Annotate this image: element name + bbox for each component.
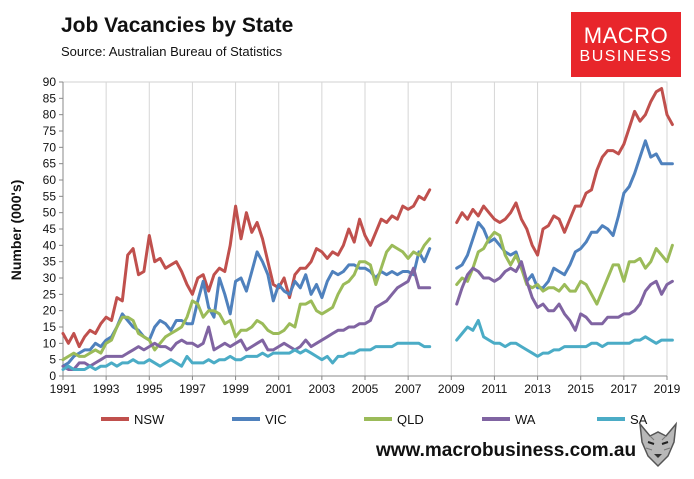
legend-label-sa: SA xyxy=(630,412,648,427)
legend-item-vic[interactable]: VIC xyxy=(232,412,287,427)
legend: NSW VIC QLD WA SA xyxy=(101,412,648,427)
x-tick-label: 2011 xyxy=(482,382,508,396)
legend-item-qld[interactable]: QLD xyxy=(364,412,424,427)
x-tick-label: 2001 xyxy=(265,382,292,396)
x-tick-label: 2013 xyxy=(524,382,551,396)
legend-item-sa[interactable]: SA xyxy=(597,412,648,427)
wolf-logo-icon xyxy=(638,421,678,468)
x-tick-label: 1997 xyxy=(179,382,206,396)
x-tick-label: 1995 xyxy=(136,382,163,396)
axes: 0 5 10 15 20 25 30 35 40 45 50 55 60 65 70 75 80 85 90 1991… xyxy=(43,75,681,396)
chart-source: Source: Australian Bureau of Statistics xyxy=(61,44,283,59)
x-tick-label: 1993 xyxy=(93,382,120,396)
y-tick-label: 85 xyxy=(43,91,57,105)
legend-label-vic: VIC xyxy=(265,412,287,427)
x-tick-label: 1999 xyxy=(222,382,249,396)
y-tick-label: 0 xyxy=(49,369,56,383)
y-tick-label: 90 xyxy=(43,75,57,89)
series-line-qld xyxy=(61,237,432,362)
y-tick-label: 5 xyxy=(49,353,56,367)
logo-line1: MACRO xyxy=(583,22,669,48)
y-tick-label: 50 xyxy=(43,206,57,220)
x-tick-label: 2003 xyxy=(309,382,336,396)
chart-title: Job Vacancies by State xyxy=(61,14,294,37)
series-line-qld xyxy=(455,230,674,306)
x-tick-label: 2005 xyxy=(352,382,379,396)
x-tick-label: 2015 xyxy=(567,382,594,396)
y-tick-label: 25 xyxy=(43,287,57,301)
y-tick-label: 75 xyxy=(43,124,57,138)
y-tick-label: 10 xyxy=(43,336,57,350)
series-line-vic xyxy=(455,139,674,290)
x-tick-label: 2007 xyxy=(395,382,422,396)
series-lines xyxy=(61,87,674,371)
y-tick-label: 65 xyxy=(43,157,57,171)
series-line-sa xyxy=(61,341,432,371)
y-tick-label: 45 xyxy=(43,222,57,236)
x-tick-label: 2017 xyxy=(611,382,638,396)
macrobusiness-logo[interactable]: MACRO BUSINESS xyxy=(571,12,681,77)
y-tick-label: 30 xyxy=(43,271,57,285)
legend-item-nsw[interactable]: NSW xyxy=(101,412,165,427)
legend-item-wa[interactable]: WA xyxy=(482,412,536,427)
y-tick-label: 60 xyxy=(43,173,57,187)
x-tick-label: 1991 xyxy=(50,382,77,396)
legend-label-nsw: NSW xyxy=(134,412,165,427)
y-tick-label: 20 xyxy=(43,304,57,318)
series-line-wa xyxy=(61,266,432,371)
x-tick-label: 2019 xyxy=(654,382,681,396)
y-tick-label: 40 xyxy=(43,238,57,252)
website-url[interactable]: www.macrobusiness.com.au xyxy=(376,440,637,461)
legend-label-qld: QLD xyxy=(397,412,424,427)
series-line-nsw xyxy=(61,188,432,349)
y-tick-label: 70 xyxy=(43,140,57,154)
y-tick-label: 80 xyxy=(43,108,57,122)
series-line-nsw xyxy=(455,87,674,257)
y-tick-label: 55 xyxy=(43,189,57,203)
y-tick-label: 15 xyxy=(43,320,57,334)
y-tick-label: 35 xyxy=(43,255,57,269)
series-line-wa xyxy=(455,260,674,332)
logo-line2: BUSINESS xyxy=(579,47,673,65)
legend-label-wa: WA xyxy=(515,412,536,427)
x-tick-label: 2009 xyxy=(438,382,465,396)
series-line-sa xyxy=(455,319,674,358)
